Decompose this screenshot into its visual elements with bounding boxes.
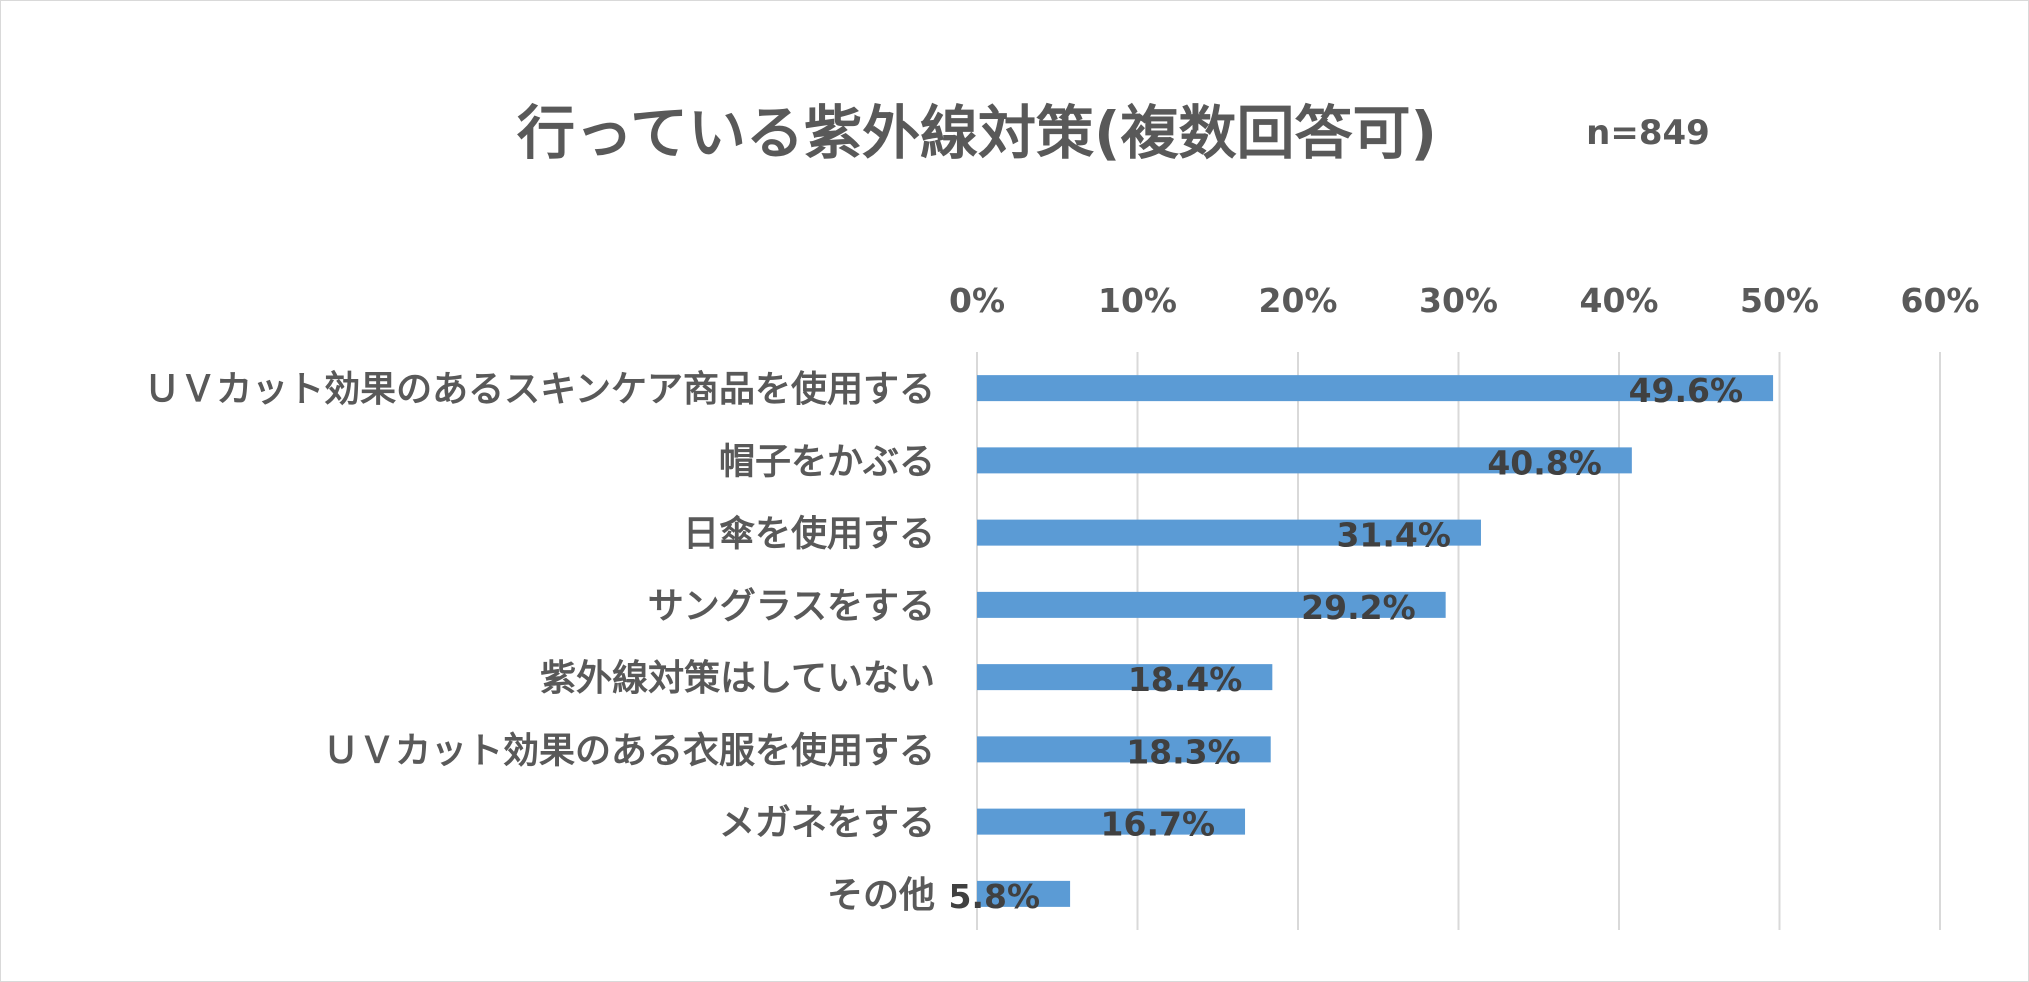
data-label: 18.4% bbox=[1128, 660, 1243, 699]
data-label: 31.4% bbox=[1336, 516, 1451, 555]
bar bbox=[977, 591, 1446, 618]
tick-label: 20% bbox=[1259, 281, 1338, 320]
data-label: 18.3% bbox=[1126, 732, 1241, 771]
category-label: ＵＶカット効果のあるスキンケア商品を使用する bbox=[144, 369, 935, 410]
data-label: 5.8% bbox=[949, 877, 1041, 916]
bar bbox=[977, 447, 1632, 474]
category-label: メガネをする bbox=[719, 803, 935, 844]
chart-subtitle: n=849 bbox=[1586, 113, 1710, 153]
data-label: 29.2% bbox=[1301, 588, 1416, 627]
category-label: ＵＶカット効果のある衣服を使用する bbox=[323, 730, 935, 771]
tick-label: 40% bbox=[1580, 281, 1659, 320]
category-label: 紫外線対策はしていない bbox=[540, 658, 935, 699]
chart-title: 行っている紫外線対策(複数回答可) bbox=[517, 99, 1437, 167]
bar bbox=[977, 808, 1246, 835]
bar bbox=[977, 880, 1071, 907]
tick-label: 10% bbox=[1098, 281, 1177, 320]
tick-label: 50% bbox=[1740, 281, 1819, 320]
data-label: 49.6% bbox=[1629, 371, 1744, 410]
bars bbox=[977, 375, 1774, 907]
category-label: その他 bbox=[827, 875, 935, 916]
tick-label: 60% bbox=[1901, 281, 1980, 320]
tick-label: 30% bbox=[1419, 281, 1498, 320]
tick-label: 0% bbox=[949, 281, 1005, 320]
tick-labels: 0% 10% 20% 30% 40% 50% 60% bbox=[949, 281, 1980, 320]
data-label: 16.7% bbox=[1101, 805, 1216, 844]
bar bbox=[977, 519, 1481, 546]
data-label: 40.8% bbox=[1487, 443, 1602, 482]
category-label: 帽子をかぶる bbox=[719, 441, 935, 482]
bar bbox=[977, 736, 1271, 763]
data-labels: 49.6% 40.8% 31.4% 29.2% 18.4% 18.3% 16.7% 5.8% bbox=[949, 371, 1744, 916]
category-label: 日傘を使用する bbox=[683, 514, 935, 555]
category-label: サングラスをする bbox=[648, 586, 935, 627]
bar bbox=[977, 375, 1774, 402]
category-labels: ＵＶカット効果のあるスキンケア商品を使用する帽子をかぶる日傘を使用するサングラス… bbox=[144, 369, 935, 916]
bar bbox=[977, 664, 1273, 691]
